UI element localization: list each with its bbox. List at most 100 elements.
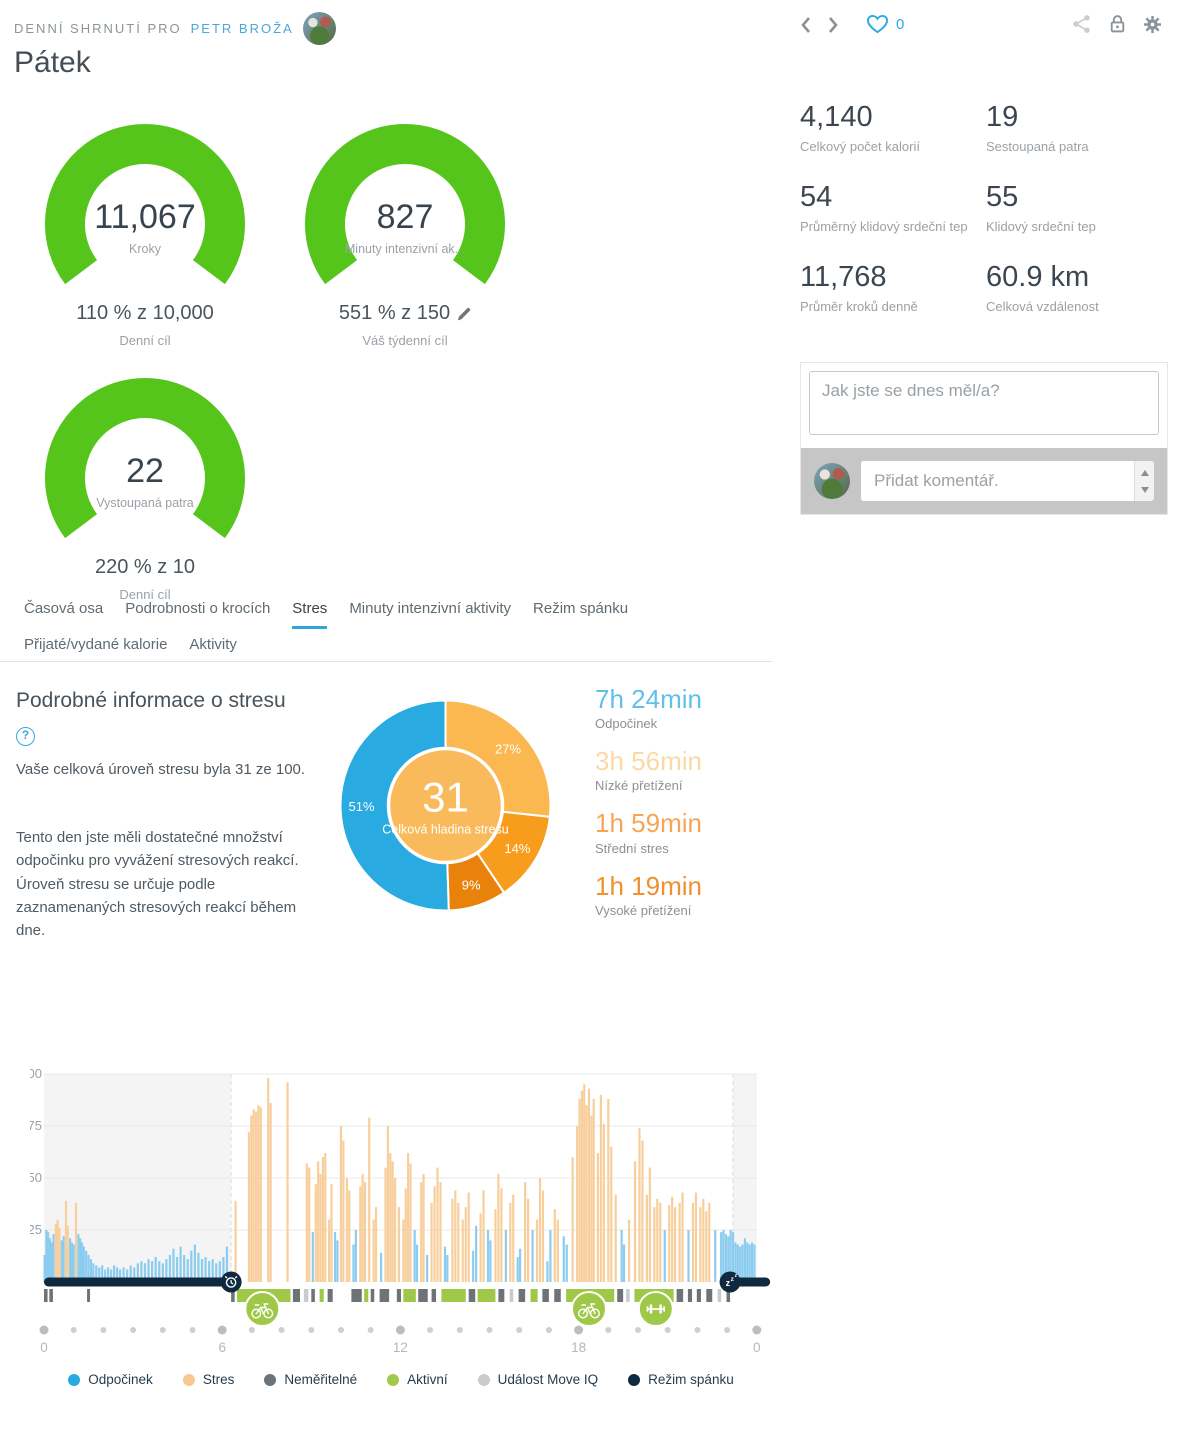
floors-gauge: 22 Vystoupaná patra 220 % z 10 Denní cíl — [28, 376, 262, 602]
legend-dot — [264, 1373, 277, 1386]
stat-label: Klidový srdeční tep — [986, 218, 1096, 234]
duration-label: Odpočinek — [595, 716, 658, 732]
svg-text:75: 75 — [30, 1118, 42, 1133]
tab-rezim-spanku[interactable]: Režim spánku — [533, 600, 629, 617]
page-title: Pátek — [14, 46, 91, 79]
tab-minuty-intenzivni-aktivity[interactable]: Minuty intenzivní aktivity — [349, 600, 512, 617]
comment-bar — [801, 448, 1167, 514]
stats-grid: 4,140 Celkový počet kalorií 19 Sestoupan… — [800, 101, 1180, 314]
tab-podrobnosti-o-krocich[interactable]: Podrobnosti o krocích — [125, 600, 271, 617]
stat-value: 54 — [800, 180, 833, 213]
header: DENNÍ SHRNUTÍ PRO PETR BROŽA — [14, 12, 336, 45]
tabs-row-1: Časová osa Podrobnosti o krocích Stres M… — [24, 600, 628, 629]
stress-donut-chart: 27% 14% 9% 51% 31 Celková hladina stresu — [328, 688, 563, 928]
svg-text:51%: 51% — [348, 799, 374, 814]
legend-item-stres: Stres — [182, 1372, 234, 1387]
stat-calories: 4,140 Celkový počet kalorií — [800, 101, 986, 154]
user-link[interactable]: PETR BROŽA — [190, 21, 294, 36]
like-count: 0 — [896, 16, 905, 33]
duration-label: Vysoké přetížení — [595, 902, 692, 918]
floors-goal-label: Denní cíl — [119, 587, 171, 602]
legend-item-rezim-spanku: Režim spánku — [628, 1372, 734, 1387]
svg-text:100: 100 — [30, 1066, 42, 1081]
svg-text:12: 12 — [393, 1340, 408, 1355]
steps-value: 11,067 — [94, 198, 196, 236]
next-day-button[interactable] — [827, 15, 839, 35]
svg-text:6: 6 — [218, 1340, 226, 1355]
duration-label: Nízké přetížení — [595, 778, 683, 794]
comment-input-wrap — [861, 461, 1154, 501]
cycling-icon[interactable] — [244, 1291, 281, 1327]
legend-item-nemeritelne: Neměřitelné — [264, 1372, 357, 1387]
privacy-lock-icon[interactable] — [1109, 14, 1126, 34]
stress-timeline-chart: 25 50 75 100 zzz 0 6 12 18 0 — [20, 1062, 775, 1367]
cycling-icon[interactable] — [570, 1291, 607, 1327]
duration-medium-stress: 1h 59min Střední stres — [595, 808, 702, 855]
stepper-down-icon[interactable] — [1140, 486, 1149, 493]
comment-stepper[interactable] — [1134, 461, 1154, 501]
intensity-value: 827 — [376, 198, 434, 236]
stat-label: Průměrný klidový srdeční tep — [800, 218, 968, 234]
chart-legend: Odpočinek Stres Neměřitelné Aktivní Udál… — [30, 1372, 772, 1387]
prev-day-button[interactable] — [800, 15, 812, 35]
svg-text:0: 0 — [753, 1340, 761, 1355]
share-icon[interactable] — [1072, 14, 1092, 34]
tab-prijate-vydane-kalorie[interactable]: Přijaté/vydané kalorie — [24, 636, 168, 653]
tab-stres[interactable]: Stres — [292, 600, 328, 629]
daily-note-textarea[interactable] — [809, 371, 1159, 435]
duration-value: 7h 24min — [595, 684, 702, 714]
steps-goal-pct: 110 % z 10,000 — [76, 302, 214, 324]
toolbar-left: 0 — [800, 14, 904, 35]
stress-heading-text: Podrobné informace o stresu — [16, 689, 286, 712]
svg-text:14%: 14% — [504, 841, 530, 856]
legend-dot — [387, 1373, 400, 1386]
stat-label: Celková vzdálenost — [986, 298, 1099, 314]
steps-gauge: 11,067 Kroky 110 % z 10,000 Denní cíl — [28, 122, 262, 348]
stat-value: 60.9 km — [986, 260, 1090, 293]
comment-input[interactable] — [861, 461, 1134, 501]
edit-pencil-icon[interactable] — [457, 307, 471, 321]
stat-resting-hr: 55 Klidový srdeční tep — [986, 181, 1172, 234]
svg-text:0: 0 — [40, 1340, 48, 1355]
like-heart-icon[interactable] — [866, 14, 889, 35]
stress-durations: 7h 24min Odpočinek 3h 56min Nízké přetíž… — [595, 684, 702, 933]
toolbar-right — [1072, 14, 1162, 34]
legend-dot — [68, 1373, 81, 1386]
svg-text:27%: 27% — [495, 741, 521, 756]
tab-aktivity[interactable]: Aktivity — [189, 636, 237, 653]
strength-icon[interactable] — [637, 1291, 674, 1327]
stat-value: 11,768 — [800, 260, 887, 293]
stat-label: Sestoupaná patra — [986, 138, 1089, 154]
stat-floors-descended: 19 Sestoupaná patra — [986, 101, 1172, 154]
legend-dot — [182, 1373, 195, 1386]
svg-text:50: 50 — [30, 1170, 42, 1185]
stat-avg-resting-hr: 54 Průměrný klidový srdeční tep — [800, 180, 986, 234]
stress-section-heading: Podrobné informace o stresu ? — [16, 686, 301, 747]
steps-goal-label: Denní cíl — [119, 333, 171, 348]
daily-note-section — [801, 363, 1167, 448]
stat-label: Průměr kroků denně — [800, 298, 918, 314]
stat-total-distance: 60.9 km Celková vzdálenost — [986, 260, 1172, 314]
stepper-up-icon[interactable] — [1140, 469, 1149, 476]
help-question-icon[interactable]: ? — [16, 726, 35, 746]
tab-casova-osa[interactable]: Časová osa — [24, 600, 104, 617]
intensity-minutes-gauge: 827 Minuty intenzivní ak... 551 % z 150 … — [288, 122, 522, 348]
comment-card — [800, 362, 1168, 515]
timeline-svg: 25 50 75 100 zzz 0 6 12 18 0 — [20, 1066, 771, 1355]
stress-summary-text: Vaše celková úroveň stresu byla 31 ze 10… — [16, 761, 306, 778]
duration-low-stress: 3h 56min Nízké přetížení — [595, 746, 702, 793]
tabs-divider — [0, 661, 772, 662]
avatar[interactable] — [302, 12, 336, 45]
settings-gear-icon[interactable] — [1143, 15, 1162, 34]
svg-text:9%: 9% — [462, 877, 481, 892]
duration-high-stress: 1h 19min Vysoké přetížení — [595, 871, 702, 918]
gauge-arc — [45, 124, 245, 285]
stat-value: 19 — [986, 101, 1019, 133]
intensity-label: Minuty intenzivní ak... — [344, 242, 466, 256]
donut-svg: 27% 14% 9% 51% 31 Celková hladina stresu — [339, 699, 552, 912]
stat-label: Celkový počet kalorií — [800, 138, 920, 154]
gauge-arc — [45, 378, 245, 539]
intensity-goal-pct: 551 % z 150 — [338, 302, 451, 324]
